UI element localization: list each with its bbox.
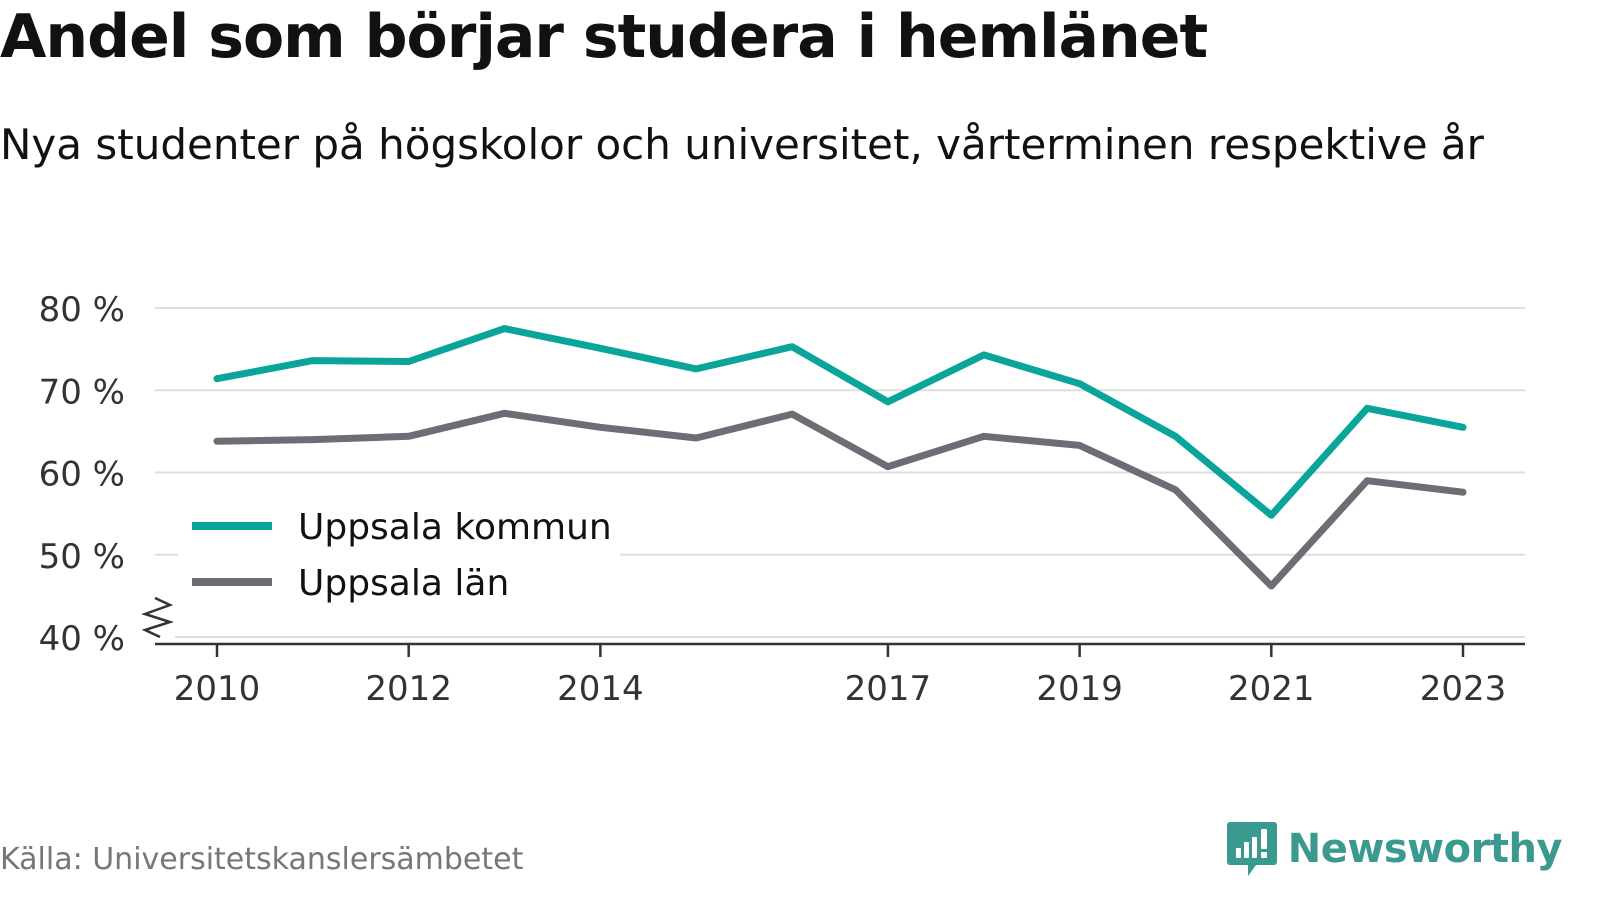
- x-tick-label: 2021: [1228, 669, 1315, 709]
- series-line-1: [213, 325, 1467, 519]
- legend: Uppsala kommun Uppsala län: [178, 500, 620, 610]
- x-tick-label: 2012: [365, 669, 452, 709]
- chart-subtitle: Nya studenter på högskolor och universit…: [0, 120, 1484, 169]
- chart-title: Andel som börjar studera i hemlänet: [0, 2, 1208, 72]
- x-tick-label: 2010: [174, 669, 261, 709]
- x-tick-label: 2023: [1420, 669, 1507, 709]
- legend-background: [178, 500, 620, 610]
- y-tick-label: 60 %: [39, 455, 125, 495]
- y-tick-label: 70 %: [39, 372, 125, 412]
- x-tick-label: 2019: [1036, 669, 1123, 709]
- x-tick-label: 2017: [845, 669, 932, 709]
- x-tick-label: 2014: [557, 669, 644, 709]
- series-lines: [213, 325, 1467, 590]
- axes: 40 % 50 % 60 % 70 % 80 % 2010 2012 2014 2017 2019…: [39, 290, 1525, 709]
- source-note: Källa: Universitetskanslersämbetet: [0, 842, 524, 877]
- legend-label: Uppsala län: [298, 563, 509, 604]
- y-tick-label: 80 %: [39, 290, 125, 330]
- brand-name: Newsworthy: [1287, 826, 1563, 872]
- y-tick-label: 50 %: [39, 537, 125, 577]
- newsworthy-logo-icon: [1226, 822, 1277, 876]
- legend-label: Uppsala kommun: [298, 507, 612, 548]
- brand-logo: Newsworthy: [1226, 820, 1563, 878]
- axis-break-icon: [141, 596, 175, 639]
- y-tick-label: 40 %: [39, 619, 125, 659]
- series-line-2: [213, 409, 1467, 590]
